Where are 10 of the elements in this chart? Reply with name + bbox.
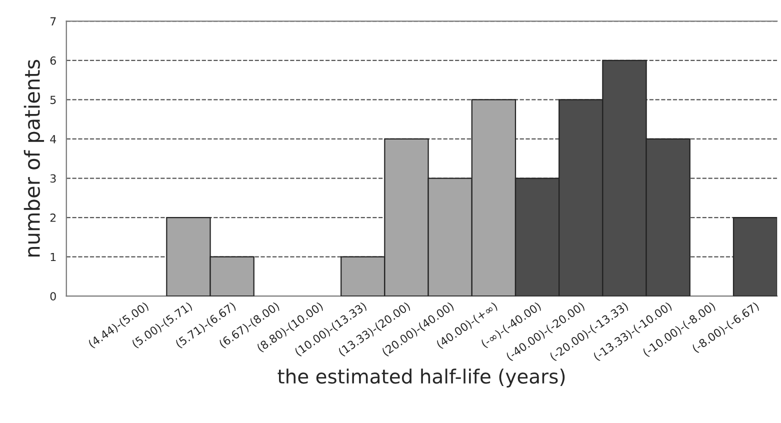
x-axis-title: the estimated half-life (years) [278,368,565,388]
y-tick-label: 5 [50,96,56,104]
y-axis-title: number of patients [24,60,44,257]
y-tick-label: 7 [50,17,56,26]
y-tick-label: 4 [50,135,56,144]
y-tick-label: 6 [50,56,56,65]
y-tick-label: 3 [50,174,56,183]
y-tick-label: 2 [50,214,56,222]
y-tick-label: 0 [50,292,56,300]
y-tick-label: 1 [50,252,56,262]
